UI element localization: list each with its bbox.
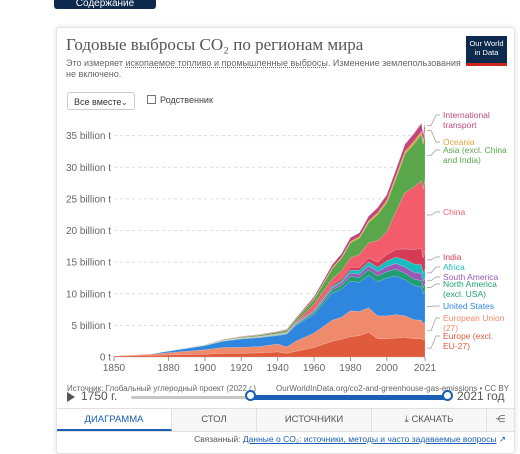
related-line: Связанный: Данные о CO₂: источники, мето… (194, 434, 506, 445)
legend-connector (427, 267, 440, 273)
timeline-start-label: 1750 г. (81, 389, 117, 403)
legend-label: India (443, 252, 462, 262)
legend-connector (427, 115, 440, 126)
y-tick-label: 15 billion t (66, 258, 111, 269)
timeline: 1750 г. 2021 год (57, 388, 514, 408)
legend-connector (427, 150, 440, 155)
y-axis: 0 t 5 billion t 10 billion t 15 billion t 20… (66, 131, 111, 363)
area-series (114, 122, 425, 357)
tab-bar: ДИАГРАММА СТОЛ ИСТОЧНИКИ ⤓ СКАЧАТЬ ⋲ (57, 408, 514, 432)
legend-label: China (443, 207, 465, 217)
timeline-selected-range (250, 395, 447, 400)
x-tick-label: 1960 (303, 363, 326, 374)
x-tick-label: 1850 (103, 363, 126, 374)
y-tick-label: 25 billion t (66, 194, 111, 205)
related-prefix: Связанный: (194, 434, 240, 444)
legend-connector (427, 212, 440, 215)
contents-button[interactable]: Содержание (54, 0, 156, 9)
tab-download-label: СКАЧАТЬ (411, 414, 453, 425)
legend-connector (427, 257, 440, 260)
share-button[interactable]: ⋲ (487, 409, 514, 431)
legend-label: EU-27) (443, 341, 470, 351)
legend-label: and India) (443, 155, 481, 165)
legend-connector (427, 130, 440, 142)
legend-label: North America (443, 279, 497, 289)
legend-connector (427, 336, 440, 348)
legend-connector (427, 284, 440, 287)
tab-download[interactable]: ⤓ СКАЧАТЬ (372, 409, 487, 431)
stacked-area-chart: 0 t 5 billion t 10 billion t 15 billion t 20… (57, 28, 514, 388)
legend-label: Africa (443, 262, 465, 272)
share-icon: ⋲ (496, 414, 506, 425)
legend-label: International (443, 110, 490, 120)
related-link[interactable]: Данные о CO₂: источники, методы и часто … (243, 434, 497, 444)
tab-sources[interactable]: ИСТОЧНИКИ (257, 409, 372, 431)
chart-card: Годовые выбросы CO₂ по регионам мира Это… (56, 27, 515, 454)
y-tick-label: 10 billion t (66, 289, 111, 300)
x-tick-label: 2000 (376, 363, 399, 374)
external-link-icon[interactable]: ↗ (499, 434, 506, 444)
legend-label: (excl. USA) (443, 289, 486, 299)
x-tick-label: 1940 (267, 363, 290, 374)
y-tick-label: 30 billion t (66, 163, 111, 174)
x-tick-label: 1920 (230, 363, 253, 374)
x-tick-label: 2021 (414, 363, 437, 374)
legend-label: Asia (excl. China (443, 145, 507, 155)
x-axis: 1850 1880 1900 1920 1940 1960 1980 2000 2021 (103, 357, 437, 374)
legend-connector (427, 318, 440, 331)
legend-connector (427, 277, 440, 281)
tab-chart[interactable]: ДИАГРАММА (57, 409, 172, 431)
play-icon[interactable] (67, 392, 75, 402)
contents-button-label: Содержание (76, 0, 134, 9)
timeline-end-label: 2021 год (457, 389, 505, 403)
download-icon: ⤓ (405, 414, 409, 425)
x-tick-label: 1900 (194, 363, 217, 374)
timeline-end-handle[interactable] (442, 390, 453, 401)
y-tick-label: 5 billion t (72, 321, 112, 332)
timeline-start-handle[interactable] (245, 390, 256, 401)
legend-label: United States (443, 301, 494, 311)
legend-label: Europe (excl. (443, 331, 493, 341)
y-tick-label: 35 billion t (66, 131, 111, 142)
x-tick-label: 1980 (339, 363, 362, 374)
legend-label: European Union (443, 313, 505, 323)
x-tick-label: 1880 (157, 363, 180, 374)
tab-table[interactable]: СТОЛ (172, 409, 257, 431)
y-tick-label: 0 t (100, 353, 111, 364)
legend-label: transport (443, 120, 477, 130)
y-tick-label: 20 billion t (66, 226, 111, 237)
